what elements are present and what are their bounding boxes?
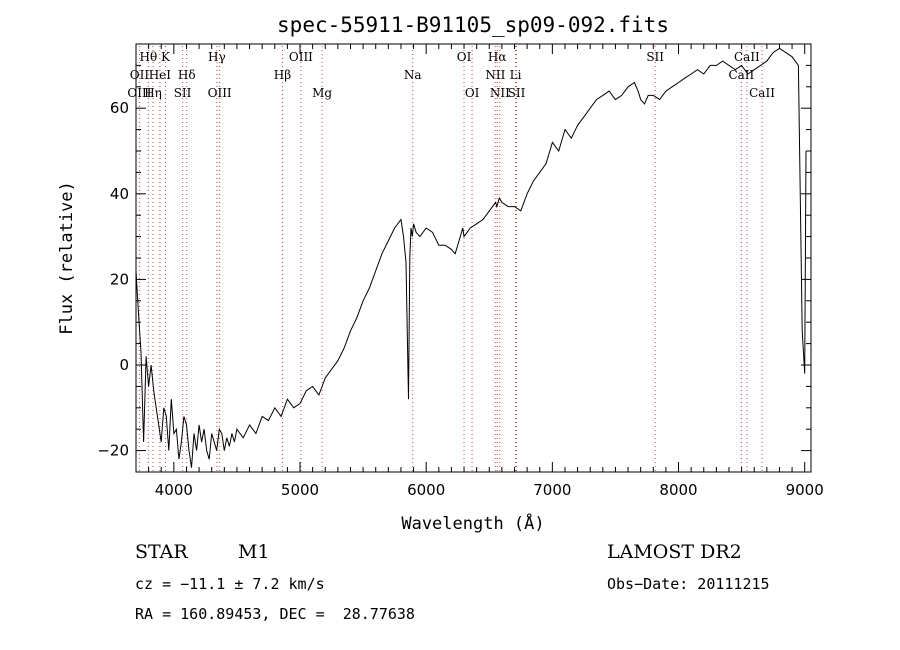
x-tick-label: 9000	[786, 481, 824, 499]
emission-line-markers	[138, 46, 763, 472]
line-label: OII	[130, 68, 150, 82]
line-label: Li	[510, 68, 522, 82]
line-label: OIII	[208, 86, 232, 100]
y-axis-label: Flux (relative)	[57, 181, 77, 335]
line-label: Hβ	[274, 68, 291, 82]
line-label: HeI	[149, 68, 172, 82]
line-label: NII	[490, 86, 510, 100]
observation-date: Obs−Date: 20111215	[607, 575, 770, 593]
redshift-velocity: cz = −11.1 ± 7.2 km/s	[135, 575, 325, 593]
x-tick-label: 7000	[533, 481, 571, 499]
line-label: Hα	[488, 50, 507, 64]
object-class: STAR	[135, 541, 188, 563]
line-label: OIII	[127, 86, 151, 100]
coordinates: RA = 160.89453, DEC = 28.77638	[135, 605, 415, 623]
survey-name: LAMOST DR2	[607, 541, 742, 563]
line-label: OI	[457, 50, 472, 64]
x-axis-label: Wavelength (Å)	[401, 512, 544, 534]
x-tick-label: 5000	[281, 481, 319, 499]
x-tick-label: 4000	[155, 481, 193, 499]
line-label: CaII	[749, 86, 775, 100]
axis-tick-labels: 4000 5000 6000 7000 8000 9000 −20 0 20 40 60	[97, 99, 823, 499]
line-label: CaII	[734, 50, 760, 64]
line-label: K	[161, 50, 171, 64]
y-tick-label: 60	[110, 99, 129, 117]
line-label: Hη	[144, 86, 162, 100]
line-label: Hγ	[208, 50, 226, 64]
axis-ticks	[135, 43, 811, 473]
plot-frame	[135, 43, 812, 473]
y-tick-label: 20	[110, 270, 129, 288]
line-label: CaII	[728, 68, 754, 82]
chart-title: spec-55911-B91105_sp09-092.fits	[277, 13, 669, 37]
line-label: Na	[404, 68, 422, 82]
line-label: Hθ	[140, 50, 158, 64]
line-label: Mg	[312, 86, 332, 100]
x-tick-label: 6000	[407, 481, 445, 499]
line-label: NII	[485, 68, 505, 82]
line-label: Hδ	[178, 68, 196, 82]
y-tick-label: −20	[97, 442, 129, 460]
line-label: SII	[508, 86, 526, 100]
object-subclass: M1	[238, 541, 270, 563]
line-label: SII	[174, 86, 192, 100]
line-label: OI	[465, 86, 480, 100]
line-label: OIII	[289, 50, 313, 64]
spectrum-line	[135, 47, 807, 468]
line-label: SII	[646, 50, 664, 64]
x-tick-label: 8000	[659, 481, 697, 499]
y-tick-label: 0	[119, 356, 129, 374]
y-tick-label: 40	[110, 185, 129, 203]
